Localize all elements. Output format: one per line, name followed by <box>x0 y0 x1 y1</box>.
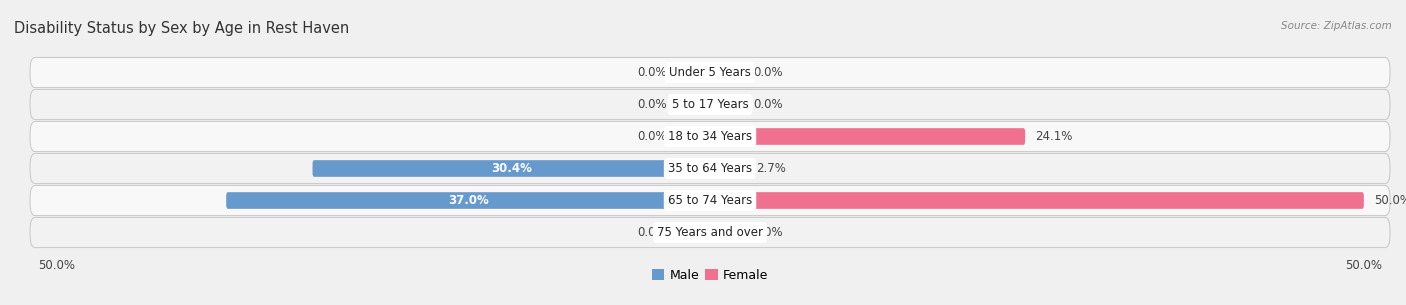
FancyBboxPatch shape <box>710 128 1025 145</box>
FancyBboxPatch shape <box>678 64 710 81</box>
FancyBboxPatch shape <box>678 128 710 145</box>
Text: Source: ZipAtlas.com: Source: ZipAtlas.com <box>1281 21 1392 31</box>
FancyBboxPatch shape <box>312 160 710 177</box>
Text: 24.1%: 24.1% <box>1036 130 1073 143</box>
FancyBboxPatch shape <box>710 64 742 81</box>
Text: 0.0%: 0.0% <box>754 226 783 239</box>
FancyBboxPatch shape <box>710 160 745 177</box>
FancyBboxPatch shape <box>30 153 1391 184</box>
Text: 0.0%: 0.0% <box>637 130 666 143</box>
FancyBboxPatch shape <box>226 192 710 209</box>
FancyBboxPatch shape <box>710 224 742 241</box>
Text: 75 Years and over: 75 Years and over <box>657 226 763 239</box>
Text: 2.7%: 2.7% <box>756 162 786 175</box>
Text: Under 5 Years: Under 5 Years <box>669 66 751 79</box>
Text: 0.0%: 0.0% <box>637 66 666 79</box>
Text: 5 to 17 Years: 5 to 17 Years <box>672 98 748 111</box>
FancyBboxPatch shape <box>30 89 1391 120</box>
Text: 37.0%: 37.0% <box>447 194 488 207</box>
FancyBboxPatch shape <box>30 121 1391 152</box>
FancyBboxPatch shape <box>678 96 710 113</box>
Text: 65 to 74 Years: 65 to 74 Years <box>668 194 752 207</box>
Text: 0.0%: 0.0% <box>754 66 783 79</box>
Text: 35 to 64 Years: 35 to 64 Years <box>668 162 752 175</box>
Text: 0.0%: 0.0% <box>637 226 666 239</box>
Text: 0.0%: 0.0% <box>754 98 783 111</box>
Text: Disability Status by Sex by Age in Rest Haven: Disability Status by Sex by Age in Rest … <box>14 21 349 36</box>
FancyBboxPatch shape <box>30 185 1391 216</box>
FancyBboxPatch shape <box>30 57 1391 88</box>
Text: 50.0%: 50.0% <box>1374 194 1406 207</box>
Text: 0.0%: 0.0% <box>637 98 666 111</box>
Text: 30.4%: 30.4% <box>491 162 531 175</box>
Legend: Male, Female: Male, Female <box>647 264 773 287</box>
FancyBboxPatch shape <box>678 224 710 241</box>
Text: 18 to 34 Years: 18 to 34 Years <box>668 130 752 143</box>
FancyBboxPatch shape <box>710 192 1364 209</box>
FancyBboxPatch shape <box>710 96 742 113</box>
FancyBboxPatch shape <box>30 217 1391 248</box>
